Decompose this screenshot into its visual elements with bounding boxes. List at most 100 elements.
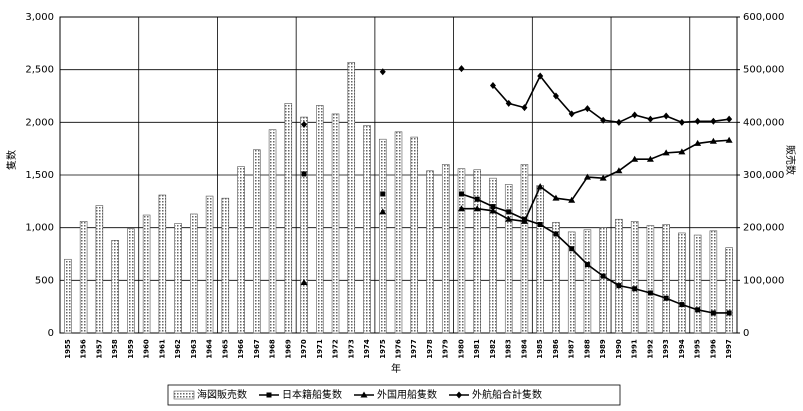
series-line: [461, 139, 730, 223]
y2-tick-label: 500,000: [743, 65, 784, 76]
point: [631, 111, 638, 119]
legend: [167, 384, 621, 406]
legend-marker: [266, 392, 272, 398]
point: [647, 115, 654, 123]
x-tick-label: 1959: [127, 339, 135, 359]
point: [568, 196, 576, 203]
point: [647, 290, 653, 296]
point: [631, 155, 639, 162]
x-tick-label: 1963: [190, 339, 198, 359]
bar: [630, 221, 639, 334]
point: [710, 117, 717, 125]
point: [694, 139, 702, 146]
point: [301, 120, 308, 128]
bar: [552, 222, 560, 334]
x-tick-label: 1977: [410, 339, 418, 359]
bar: [473, 169, 481, 334]
x-tick-label: 1955: [64, 339, 72, 359]
x-tick-label: 1961: [158, 339, 166, 359]
x-tick-label: 1996: [709, 339, 717, 359]
point: [710, 310, 716, 316]
bar: [253, 149, 261, 334]
x-tick-label: 1981: [473, 339, 481, 359]
bar: [678, 232, 686, 334]
point: [506, 209, 512, 215]
y-axis-title: 隻数: [5, 150, 18, 170]
point: [552, 92, 559, 100]
point: [489, 81, 496, 89]
y2-tick-label: 100,000: [743, 275, 784, 286]
point: [553, 231, 559, 237]
y-tick-label: 2,500: [25, 65, 54, 76]
x-tick-label: 1991: [631, 339, 639, 359]
point: [458, 65, 465, 73]
point: [537, 222, 543, 228]
point: [552, 194, 560, 201]
y2-tick-label: 0: [743, 328, 749, 339]
point: [678, 148, 686, 155]
x-tick-label: 1971: [316, 339, 324, 359]
x-tick-label: 1969: [284, 339, 292, 359]
bar: [709, 230, 718, 334]
x-tick-label: 1967: [253, 339, 261, 359]
x-tick-label: 1970: [300, 339, 308, 359]
bar: [64, 258, 72, 334]
x-tick-label: 1973: [347, 339, 355, 359]
x-tick-label: 1964: [206, 339, 214, 359]
x-tick-label: 1972: [332, 339, 340, 359]
x-tick-label: 1968: [269, 339, 277, 359]
bar: [300, 116, 308, 334]
x-tick-label: 1978: [426, 339, 434, 359]
x-tick-label: 1962: [174, 339, 182, 359]
x-tick-label: 1993: [662, 339, 670, 359]
bar: [331, 113, 340, 334]
x-tick-label: 1990: [615, 339, 623, 359]
legend-marker: [456, 391, 462, 399]
y2-tick-label: 400,000: [743, 117, 784, 128]
legend-label: 海図販売数: [197, 388, 247, 401]
x-tick-label: 1966: [237, 339, 245, 359]
bar: [221, 197, 230, 334]
x-tick-label: 1994: [678, 339, 686, 359]
point: [678, 118, 685, 126]
point: [600, 116, 607, 124]
point: [615, 118, 622, 126]
point: [457, 205, 465, 212]
x-tick-label: 1956: [80, 339, 88, 359]
bar: [316, 105, 324, 334]
x-tick-label: 1965: [221, 339, 229, 359]
point: [662, 149, 670, 156]
x-tick-label: 1997: [725, 339, 733, 359]
x-tick-label: 1982: [489, 339, 497, 359]
bar: [567, 231, 576, 334]
x-tick-label: 1987: [568, 339, 576, 359]
bar: [457, 168, 466, 334]
bar: [95, 205, 104, 334]
x-tick-label: 1985: [536, 339, 544, 359]
point: [537, 72, 544, 80]
series-line: [492, 74, 730, 124]
x-tick-label: 1980: [457, 339, 465, 359]
bar: [205, 195, 214, 334]
point: [505, 99, 512, 107]
bar: [583, 229, 592, 334]
bar: [127, 228, 135, 334]
bar: [174, 223, 182, 334]
point: [474, 196, 480, 202]
point: [632, 286, 638, 292]
bar: [426, 170, 434, 334]
bar: [79, 221, 88, 334]
point: [726, 115, 733, 123]
legend-label: 外航船合計隻数: [472, 388, 542, 401]
bar: [520, 164, 529, 334]
series-line: [461, 193, 730, 314]
bar: [237, 166, 245, 334]
y2-tick-label: 600,000: [743, 12, 784, 23]
y2-axis-title: 販売数: [784, 145, 797, 175]
bar: [441, 164, 450, 334]
point: [490, 204, 496, 210]
bar: [363, 125, 371, 334]
point: [568, 110, 575, 118]
bar: [111, 240, 119, 334]
